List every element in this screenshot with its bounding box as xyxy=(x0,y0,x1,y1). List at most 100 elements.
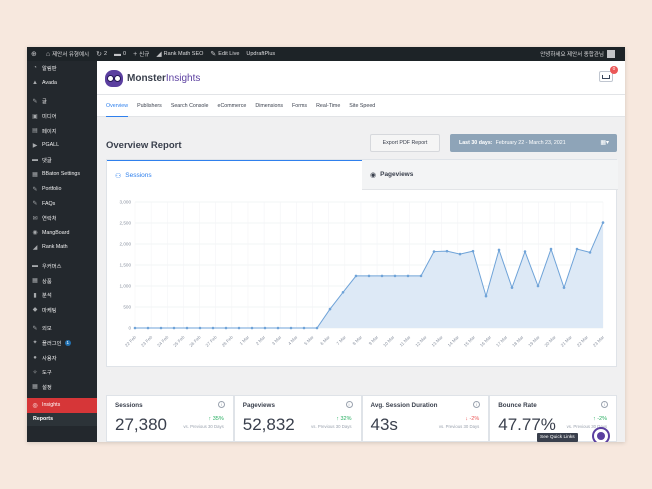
report-tab[interactable]: Site Speed xyxy=(349,103,376,109)
sidebar-item[interactable]: ▲ Avada xyxy=(27,76,97,91)
data-point xyxy=(250,326,254,330)
sidebar-item[interactable]: ▦ BBaton Settings xyxy=(27,167,97,182)
woocommerce-icon: ▬ xyxy=(32,263,38,270)
sidebar-item[interactable]: ◢ Rank Math xyxy=(27,240,97,255)
sidebar-item-label: Avada xyxy=(42,79,57,86)
adminbar-item[interactable]: ▬ 0 xyxy=(114,51,126,58)
pencil-icon: ✎ xyxy=(210,51,217,58)
data-point xyxy=(497,248,501,252)
main-content: MonsterInsights 0 Overview Publishers Sear… xyxy=(97,61,625,442)
wordpress-icon: ⊕ xyxy=(31,51,37,58)
rankmath-icon: ◢ xyxy=(32,244,38,251)
sidebar-item-label: 우커머스 xyxy=(42,264,62,271)
sessions-chart: 0 500 1,000 1,500 2,000 2,500 3,000 22 Feb 23 Fe… xyxy=(120,200,606,348)
sidebar-item[interactable]: ● 사용자 xyxy=(27,350,97,365)
sidebar-item[interactable]: ✧ 도구 xyxy=(27,365,97,380)
sidebar-item-label: 연락처 xyxy=(42,216,57,223)
x-tick-label: 28 Feb xyxy=(221,334,235,348)
data-point xyxy=(133,326,137,330)
info-icon[interactable]: i xyxy=(217,401,225,408)
quick-links-button[interactable] xyxy=(592,427,610,442)
x-tick-label: 14 Mar xyxy=(447,334,461,348)
sidebar-item[interactable]: ▦ 설정 xyxy=(27,379,97,394)
stat-comparison: vs. Previous 30 Days xyxy=(438,424,480,429)
settings-icon: ▦ xyxy=(32,384,38,391)
adminbar-item[interactable]: UpdraftPlus xyxy=(246,51,275,57)
x-tick-label: 22 Feb xyxy=(124,334,138,348)
report-tab[interactable]: Publishers xyxy=(137,103,162,109)
user-icon: ⚇ xyxy=(115,172,122,180)
products-icon: ▦ xyxy=(32,278,38,285)
stat-change-value: 32% xyxy=(340,416,352,422)
monsterinsights-logo[interactable]: MonsterInsights xyxy=(105,70,200,87)
adminbar-item[interactable]: ↻ 2 xyxy=(96,50,107,58)
stat-value: 52,832 xyxy=(242,415,295,434)
comments-icon: ▬ xyxy=(114,50,121,58)
report-tab[interactable]: Search Console xyxy=(170,103,209,109)
report-tab[interactable]: Real-Time xyxy=(316,103,341,109)
avatar xyxy=(607,50,615,58)
y-tick-label: 1,000 xyxy=(120,284,132,289)
admin-bar: ⊕ ⌂ 제안서 유형예시 ↻ 2 ▬ 0 + 신규 ◢ Rank Math SEO ✎ Edit Liv… xyxy=(27,47,625,61)
sidebar-item[interactable]: ◆ 마케팅 xyxy=(27,303,97,318)
chart-tab-sessions[interactable]: ⚇ Sessions xyxy=(107,160,362,190)
chart-tab-pageviews[interactable]: ◉ Pageviews xyxy=(362,160,618,190)
sidebar-subitem-reports[interactable]: Reports xyxy=(27,412,97,426)
data-point xyxy=(276,326,280,330)
sidebar-item[interactable]: ▤ 페이지 xyxy=(27,123,97,138)
data-point xyxy=(406,274,410,278)
sidebar-item[interactable]: ◉ MangBoard xyxy=(27,226,97,241)
sidebar-item[interactable]: ✉ 연락처 xyxy=(27,211,97,226)
notifications-button[interactable]: 0 xyxy=(599,66,618,82)
calendar-icon: ▦▾ xyxy=(600,140,609,146)
stat-change: ↑ 35% xyxy=(208,416,223,422)
sidebar-item[interactable]: ✎ 외모 xyxy=(27,321,97,336)
sidebar-item[interactable]: ▦ 상품 xyxy=(27,273,97,288)
x-tick-label: 24 Feb xyxy=(156,334,170,348)
sidebar-item[interactable]: ▬ 우커머스 xyxy=(27,259,97,274)
adminbar-item[interactable]: ✎ Edit Live xyxy=(210,50,239,58)
x-tick-label: 22 Mar xyxy=(576,334,590,348)
quick-links-tooltip[interactable]: See Quick Links xyxy=(537,433,578,442)
report-tab[interactable]: Dimensions xyxy=(255,103,284,109)
adminbar-item[interactable]: + 신규 xyxy=(133,50,149,59)
x-tick-label: 15 Mar xyxy=(463,334,477,348)
sidebar-item[interactable]: ◔ 알림판 xyxy=(27,61,97,76)
date-range-button[interactable]: Last 30 days: February 22 - March 23, 20… xyxy=(450,134,617,152)
stat-change: ↑ 32% xyxy=(336,416,351,422)
data-point xyxy=(354,274,358,278)
stat-change-value: 35% xyxy=(212,416,224,422)
sidebar-item[interactable]: ✎ FAQs xyxy=(27,196,97,211)
report-tab[interactable]: eCommerce xyxy=(217,103,247,109)
sidebar-item[interactable]: ◎ Insights xyxy=(27,398,97,413)
sidebar-item[interactable]: ▬ 댓글 xyxy=(27,153,97,168)
sidebar-item[interactable]: ✎ Portfolio xyxy=(27,182,97,197)
adminbar-item[interactable]: ⊕ xyxy=(31,50,39,58)
report-tab[interactable]: Overview xyxy=(106,95,129,117)
stat-label: Bounce Rate xyxy=(498,402,537,409)
data-point xyxy=(523,250,527,253)
x-tick-label: 3 Mar xyxy=(271,334,283,346)
sessions-area xyxy=(135,222,603,328)
report-tab[interactable]: Forms xyxy=(292,103,308,109)
pgall-icon: ▶ xyxy=(32,142,38,149)
adminbar-item[interactable]: ⌂ 제안서 유형예시 xyxy=(46,50,89,59)
sidebar-item[interactable]: ✦ 플러그인 1 xyxy=(27,336,97,351)
stat-change: ↑ -2% xyxy=(593,416,607,422)
sidebar-item[interactable]: ▶ PGALL xyxy=(27,138,97,153)
adminbar-account[interactable]: 안녕하세요 제안서 종합관님 xyxy=(540,47,615,61)
info-icon[interactable]: i xyxy=(601,401,608,408)
adminbar-item[interactable]: ◢ Rank Math SEO xyxy=(156,50,203,58)
export-pdf-button[interactable]: Export PDF Report xyxy=(370,134,440,152)
users-icon: ● xyxy=(33,354,37,361)
info-icon[interactable]: i xyxy=(473,401,481,408)
info-icon[interactable]: i xyxy=(345,401,353,408)
appearance-icon: ✎ xyxy=(32,325,38,332)
x-tick-label: 10 Mar xyxy=(382,334,396,348)
stat-card: Avg. Session Duration i 43s ↓ -2% vs. Previo… xyxy=(361,395,490,442)
stat-card: Sessions i 27,380 ↑ 35% vs. Previous 30 Days xyxy=(106,395,234,442)
sidebar-item[interactable]: ▣ 미디어 xyxy=(27,109,97,124)
sidebar-item[interactable]: ✎ 글 xyxy=(27,94,97,109)
arrow-up-icon: ↑ xyxy=(208,416,213,422)
sidebar-item[interactable]: ▮ 분석 xyxy=(27,288,97,303)
